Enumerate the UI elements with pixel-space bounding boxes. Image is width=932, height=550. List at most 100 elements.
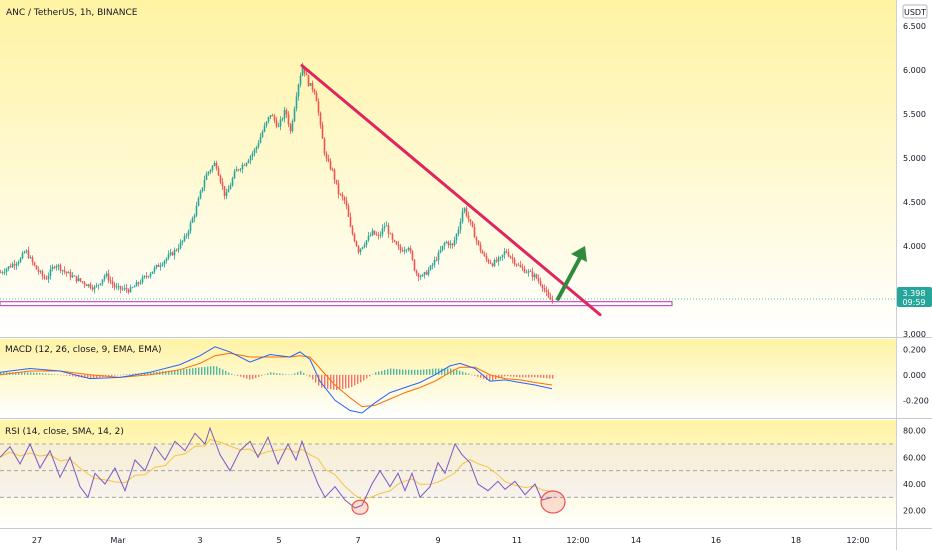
candle-body [321, 124, 324, 139]
candle-body [259, 136, 262, 143]
macd-histogram-bar [312, 374, 314, 380]
macd-histogram-bar [519, 374, 521, 378]
candle-body [199, 191, 202, 199]
candle-body [297, 84, 300, 97]
candle-body [327, 158, 330, 162]
macd-pane[interactable] [0, 346, 554, 414]
macd-histogram-bar [87, 374, 89, 379]
macd-histogram-bar [363, 374, 365, 381]
macd-histogram-bar [543, 374, 545, 378]
macd-histogram-bar [192, 368, 194, 375]
candle-body [331, 169, 334, 170]
candle-body [211, 165, 214, 171]
candle-body [357, 246, 360, 253]
candle-body [393, 240, 396, 242]
macd-histogram-bar [90, 374, 92, 379]
candle-body [139, 282, 142, 284]
rsi-line [0, 426, 553, 509]
candle-body [271, 115, 274, 117]
candle-body [135, 282, 138, 287]
candle-body [111, 281, 114, 285]
candle-body [217, 168, 220, 176]
candle-body [133, 286, 136, 288]
macd-histogram-bar [150, 372, 152, 375]
candle-body [265, 121, 268, 126]
candle-body [377, 235, 380, 236]
macd-histogram-bar [51, 374, 53, 375]
macd-histogram-bar [189, 368, 191, 375]
macd-histogram-bar [339, 374, 341, 390]
candle-body [203, 179, 206, 188]
candle-body [233, 171, 236, 179]
rsi-axis-tick-label: 20.00 [903, 507, 926, 516]
macd-histogram-bar [369, 374, 371, 377]
candle-body [251, 153, 254, 157]
candle-body [325, 153, 328, 159]
macd-histogram-bar [240, 374, 242, 377]
price-tag-value: 3.398 [903, 289, 926, 298]
candle-body [61, 270, 64, 271]
macd-histogram-bar [429, 368, 431, 375]
macd-histogram-bar [495, 374, 497, 380]
macd-histogram-bar [153, 372, 155, 375]
candle-body [275, 120, 278, 127]
macd-histogram-bar [501, 374, 503, 378]
candle-body [413, 259, 416, 271]
candle-body [515, 263, 518, 265]
macd-histogram-bar [27, 372, 29, 375]
candle-body [405, 249, 408, 251]
macd-histogram-bar [0, 372, 2, 375]
candle-body [527, 271, 530, 273]
candle-body [509, 256, 512, 258]
candle-body [485, 255, 488, 260]
macd-histogram-bar [186, 368, 188, 375]
candle-body [539, 280, 542, 285]
candle-body [53, 267, 56, 268]
candle-body [305, 73, 308, 76]
macd-histogram-bar [57, 374, 59, 376]
macd-histogram-bar [471, 374, 473, 376]
time-axis-tick-label: 3 [197, 536, 202, 545]
price-axis-tick-label: 4.500 [903, 198, 926, 207]
macd-histogram-bar [168, 370, 170, 375]
macd-histogram-bar [513, 374, 515, 377]
macd-histogram-bar [504, 374, 506, 377]
candle-body [249, 156, 252, 161]
rsi-pane[interactable] [0, 426, 896, 515]
candle-body [371, 230, 374, 236]
price-pane[interactable] [0, 62, 896, 317]
price-axis-tick-label: 6.500 [903, 22, 926, 31]
macd-histogram-bar [300, 371, 302, 375]
candle-body [187, 231, 190, 236]
candle-body [455, 233, 458, 241]
candle-body [15, 263, 18, 266]
currency-box[interactable] [902, 4, 928, 19]
candle-body [23, 251, 26, 254]
candle-body [121, 288, 124, 290]
candle-body [229, 185, 232, 190]
candle-body [355, 241, 358, 247]
macd-histogram-bar [276, 373, 278, 375]
price-pane-bg [0, 0, 896, 336]
candle-body [151, 271, 154, 274]
candle-body [535, 274, 538, 279]
currency-label: USDT [904, 8, 926, 17]
macd-histogram-bar [54, 374, 56, 375]
candle-body [279, 119, 282, 127]
candle-body [513, 259, 516, 264]
candle-body [363, 244, 366, 248]
macd-histogram-bar [438, 368, 440, 375]
candle-body [491, 263, 494, 267]
macd-histogram-bar [84, 374, 86, 378]
candle-body [329, 161, 332, 170]
candle-body [453, 240, 456, 245]
candle-body [477, 240, 480, 245]
bullish-arrow-head [571, 246, 587, 262]
price-tag-countdown: 09:59 [902, 298, 925, 307]
macd-histogram-bar [174, 370, 176, 375]
candle-body [73, 275, 76, 277]
macd-histogram-bar [453, 369, 455, 375]
macd-histogram-bar [384, 369, 386, 375]
candle-body [373, 230, 376, 235]
